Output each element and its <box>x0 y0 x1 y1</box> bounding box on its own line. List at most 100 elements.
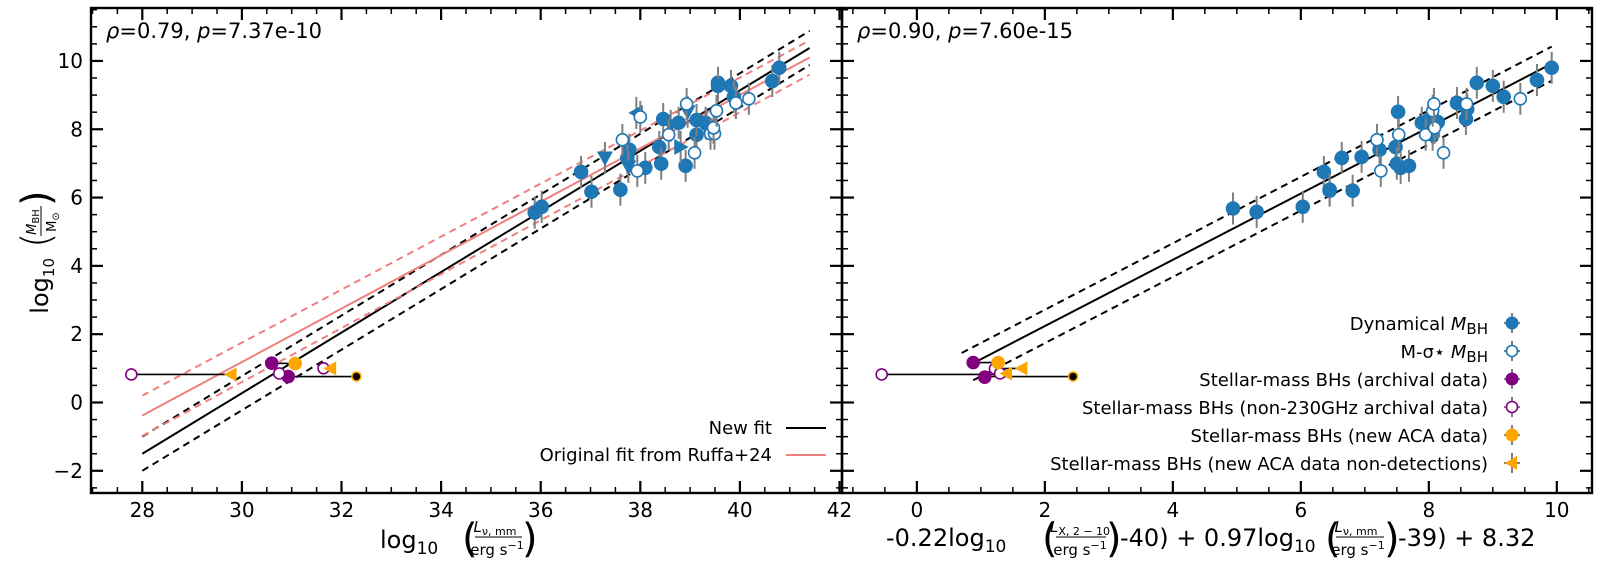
fit-line-ruffa-fit <box>141 56 811 417</box>
left-x-axis-label: log10 ( Lν, mm erg s−1 ) <box>380 516 538 562</box>
x-tick-label: 32 <box>329 498 354 522</box>
legend-label-stellar-aca: Stellar-mass BHs (new ACA data) <box>1191 426 1488 447</box>
dynamical-point <box>534 199 549 215</box>
m-sigma-point <box>687 146 702 160</box>
m-sigma-point <box>630 164 645 178</box>
dynamical-point <box>653 156 669 172</box>
svg-text:MBH: MBH <box>25 209 42 235</box>
svg-text:-40) + 0.97log10: -40) + 0.97log10 <box>1120 524 1316 557</box>
dynamical-point <box>1496 89 1511 105</box>
y-tick-label: 10 <box>58 49 83 73</box>
y-axis-label: log10 ( MBH M⊙ ) <box>14 190 62 313</box>
legend-marker-filled-circle-icon <box>1505 428 1519 442</box>
dynamical-point <box>710 78 726 94</box>
svg-text:(: ( <box>14 232 60 248</box>
x-tick-label: 28 <box>130 498 155 522</box>
svg-text:erg s−1: erg s−1 <box>470 539 523 559</box>
legend-marker-triangle-icon <box>1505 456 1517 470</box>
m-sigma-point <box>709 104 724 118</box>
right-legend: Dynamical MBH M-σ⋆ MBH Stellar-mass BHs … <box>1050 313 1520 475</box>
dynamical-point <box>1225 201 1241 216</box>
m-sigma-point <box>706 121 721 135</box>
stellar-aca-point-highlighted <box>1067 371 1079 382</box>
dynamical-upper-limit-point <box>620 160 637 175</box>
y-tick-label: 2 <box>70 322 83 346</box>
m-sigma-point <box>1427 97 1441 111</box>
m-sigma-point <box>1370 133 1384 147</box>
dynamical-point <box>1529 72 1545 88</box>
legend-label-stellar-aca-nondet: Stellar-mass BHs (new ACA data non-detec… <box>1050 454 1488 475</box>
m-sigma-point <box>1374 164 1388 178</box>
dynamical-limit-point <box>674 139 689 156</box>
svg-text:log10: log10 <box>380 526 438 559</box>
y-tick-label: 4 <box>70 254 83 278</box>
legend-marker-filled-circle-icon <box>1505 372 1519 386</box>
stellar-archival-point <box>977 370 992 385</box>
dynamical-point <box>1345 183 1360 199</box>
legend-marker-open-circle-icon <box>1505 400 1519 414</box>
x-tick-label: 10 <box>1544 498 1569 522</box>
right-x-axis-label: -0.22log10 ( LX, 2 − 10 erg s−1 ) -40) +… <box>886 516 1535 562</box>
dynamical-point <box>613 182 628 198</box>
x-tick-label: 8 <box>1422 498 1435 522</box>
m-sigma-point <box>679 97 694 111</box>
m-sigma-point <box>1427 121 1442 135</box>
dynamical-point <box>584 184 599 200</box>
legend-label-stellar-non230: Stellar-mass BHs (non-230GHz archival da… <box>1082 398 1488 419</box>
legend-label-ruffa-fit: Original fit from Ruffa+24 <box>540 445 772 466</box>
stellar-non230-point <box>272 367 286 380</box>
dynamical-point <box>1390 104 1406 120</box>
legend-markers <box>1504 313 1520 473</box>
svg-text:(: ( <box>1325 516 1341 562</box>
stellar-aca-point <box>991 355 1005 370</box>
dynamical-point <box>678 158 693 174</box>
y-tick-label: 0 <box>70 390 83 414</box>
fit-line-ruffa-fit-lower <box>141 73 811 437</box>
m-sigma-point <box>661 127 676 142</box>
m-sigma-point <box>1513 92 1528 106</box>
stellar-non230-point <box>125 368 138 381</box>
m-sigma-point <box>1459 97 1474 111</box>
x-tick-label: 40 <box>727 498 752 522</box>
svg-text:): ) <box>1384 516 1400 562</box>
right-correlation-annotation: ρ=0.90, p=7.60e-15 <box>857 19 1073 43</box>
stellar-archival-point <box>264 356 279 371</box>
dynamical-point <box>1322 182 1337 198</box>
fit-line-new-fit-upper <box>141 30 811 438</box>
x-tick-label: 4 <box>1166 498 1179 522</box>
legend-label-new-fit: New fit <box>709 418 772 439</box>
dynamical-point <box>1354 149 1369 165</box>
dynamical-point <box>1316 164 1332 180</box>
stellar-archival-point <box>966 355 980 370</box>
svg-text:Lν, mm: Lν, mm <box>474 518 517 538</box>
legend-label-dynamical: Dynamical MBH <box>1350 314 1488 338</box>
x-tick-label: 34 <box>428 498 453 522</box>
legend-marker-filled-circle-icon <box>1505 316 1519 330</box>
dynamical-point <box>764 73 780 89</box>
stellar-aca-nondetection-point <box>1014 361 1028 376</box>
dynamical-point <box>1295 199 1311 215</box>
stellar-aca-nondetection-point <box>999 366 1013 381</box>
svg-text:log10: log10 <box>26 258 58 314</box>
right-panel: 0 2 4 6 8 10 <box>840 6 1594 522</box>
m-sigma-point <box>742 92 756 106</box>
dynamical-point <box>1334 150 1350 166</box>
x-tick-label: 2 <box>1038 498 1051 522</box>
svg-text:): ) <box>522 516 538 562</box>
svg-text:(: ( <box>1042 516 1058 562</box>
x-tick-label: 30 <box>229 498 254 522</box>
fit-line-ruffa-fit-upper <box>141 39 811 397</box>
dynamical-point <box>1388 139 1403 155</box>
legend-marker-open-circle-icon <box>1505 344 1519 358</box>
dynamical-point <box>1401 158 1417 174</box>
stellar-non230-point <box>875 368 888 381</box>
svg-text:(: ( <box>462 516 478 562</box>
svg-text:): ) <box>14 190 60 206</box>
stellar-aca-point <box>288 356 302 371</box>
svg-text:-39) + 8.32: -39) + 8.32 <box>1398 524 1535 552</box>
svg-text:): ) <box>1106 516 1122 562</box>
dynamical-upper-limit-point <box>596 151 613 166</box>
dynamical-point <box>1485 78 1501 94</box>
dynamical-upper-limit-point <box>662 119 679 134</box>
dynamical-point <box>651 139 667 155</box>
